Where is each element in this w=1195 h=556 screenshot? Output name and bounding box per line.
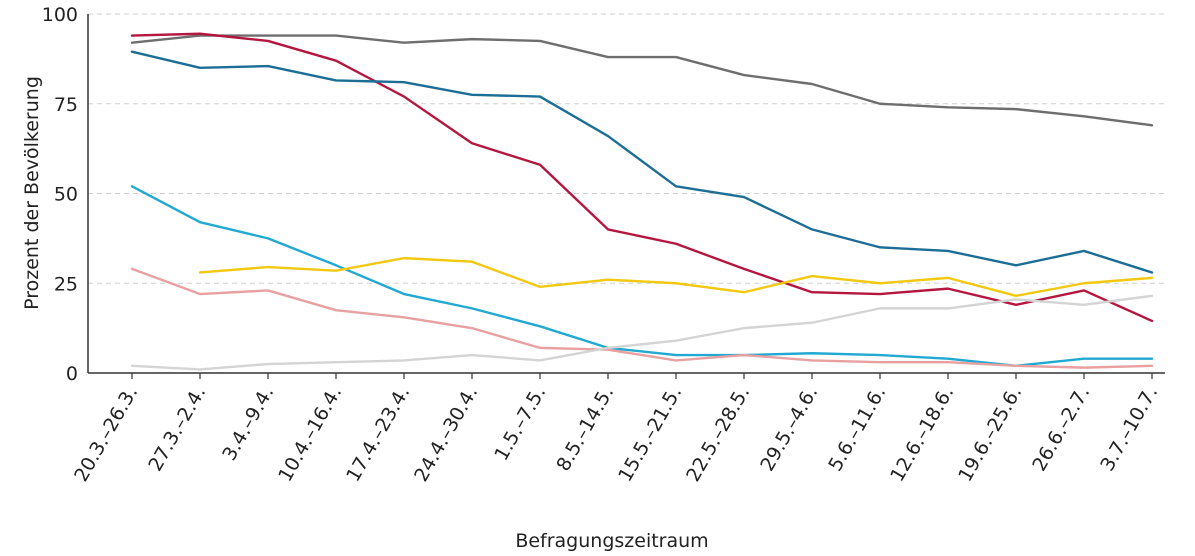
y-tick-label: 100 bbox=[42, 4, 78, 26]
x-axis-title: Befragungszeitraum bbox=[515, 530, 708, 552]
y-tick-label: 25 bbox=[54, 273, 78, 295]
series-line-rot bbox=[130, 32, 1154, 323]
x-tick-label: 3.7.–10.7. bbox=[1096, 383, 1162, 476]
series-line-cyan bbox=[130, 185, 1154, 368]
x-tick-label: 22.5.–28.5. bbox=[682, 383, 754, 486]
x-tick-label: 27.3.–2.4. bbox=[144, 383, 210, 476]
series-layer bbox=[130, 32, 1154, 371]
x-tick-label: 26.6.–2.7. bbox=[1028, 383, 1094, 476]
x-tick-label: 15.5.–21.5. bbox=[614, 383, 686, 486]
x-tick-label: 3.4.–9.4. bbox=[218, 383, 278, 465]
x-tick-label: 29.5.–4.6. bbox=[756, 383, 822, 476]
y-tick-label: 0 bbox=[66, 363, 78, 385]
x-tick-label: 12.6.–18.6. bbox=[886, 383, 958, 486]
x-tick-label: 5.6.–11.6. bbox=[824, 383, 890, 476]
series-line-grau bbox=[130, 34, 1154, 127]
x-tick-label: 8.5.–14.5. bbox=[552, 383, 618, 476]
x-tick-label: 24.4.–30.4. bbox=[410, 383, 482, 486]
x-tick-label: 10.4.–16.4. bbox=[274, 383, 346, 486]
x-tick-label: 19.6.–25.6. bbox=[954, 383, 1026, 486]
series-line-petrol bbox=[130, 50, 1154, 274]
x-tick-label: 17.4.–23.4. bbox=[342, 383, 414, 486]
y-tick-label: 75 bbox=[54, 94, 78, 116]
series-line-rosa bbox=[130, 267, 1154, 369]
x-tick-labels: 20.3.–26.3. 27.3.–2.4. 3.4.–9.4.10.4.–16.4… bbox=[70, 373, 1162, 485]
x-tick-label: 20.3.–26.3. bbox=[70, 383, 142, 486]
y-axis-title: Prozent der Bevölkerung bbox=[21, 76, 43, 310]
series-line-gelb bbox=[198, 256, 1154, 298]
series-line-hellgrau bbox=[130, 294, 1154, 371]
x-tick-label: 1.5.–7.5. bbox=[490, 383, 550, 465]
axis-layer bbox=[87, 14, 1165, 374]
y-tick-label: 50 bbox=[54, 184, 78, 206]
y-tick-labels: 0 25 50 75 100 bbox=[42, 4, 78, 385]
